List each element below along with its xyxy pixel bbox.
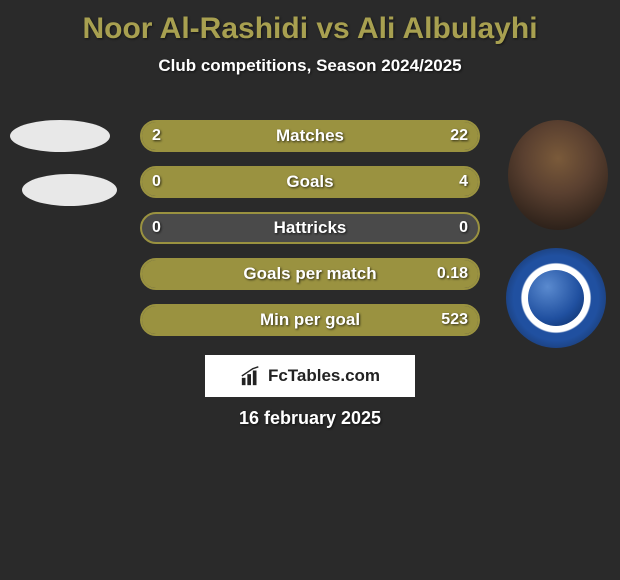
- comparison-subtitle: Club competitions, Season 2024/2025: [0, 56, 620, 76]
- stat-label: Goals: [140, 166, 480, 198]
- stat-value-left: 2: [152, 120, 161, 152]
- stat-label: Matches: [140, 120, 480, 152]
- comparison-title: Noor Al-Rashidi vs Ali Albulayhi: [0, 0, 620, 46]
- stat-row: Matches222: [0, 120, 620, 152]
- stat-row: Goals per match0.18: [0, 258, 620, 290]
- stat-row: Min per goal523: [0, 304, 620, 336]
- stats-container: Matches222Goals04Hattricks00Goals per ma…: [0, 120, 620, 350]
- comparison-date: 16 february 2025: [0, 408, 620, 429]
- stat-value-left: 0: [152, 166, 161, 198]
- stat-value-left: 0: [152, 212, 161, 244]
- stat-label: Hattricks: [140, 212, 480, 244]
- stat-label: Goals per match: [140, 258, 480, 290]
- stat-row: Hattricks0 0: [0, 212, 620, 244]
- brand-box[interactable]: FcTables.com: [205, 355, 415, 397]
- brand-text: FcTables.com: [268, 366, 380, 386]
- stat-value-right: 22: [450, 120, 468, 152]
- stat-label: Min per goal: [140, 304, 480, 336]
- stat-value-right: 4: [459, 166, 468, 198]
- stat-value-right: 0: [459, 212, 468, 244]
- stat-value-right: 523: [441, 304, 468, 336]
- stat-value-right: 0.18: [437, 258, 468, 290]
- stat-row: Goals0 4: [0, 166, 620, 198]
- bar-chart-icon: [240, 365, 262, 387]
